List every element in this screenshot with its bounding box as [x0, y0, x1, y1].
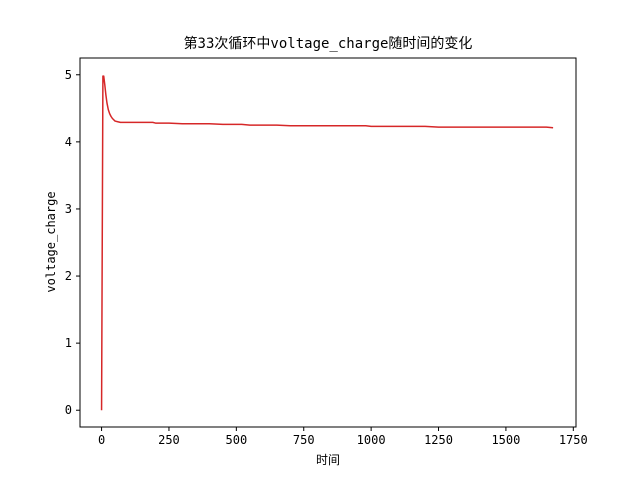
x-tick-label: 750: [293, 433, 315, 447]
y-tick-label: 5: [65, 68, 72, 82]
y-tick-label: 3: [65, 202, 72, 216]
x-tick-label: 0: [98, 433, 105, 447]
x-tick-label: 1250: [424, 433, 453, 447]
x-tick-label: 500: [226, 433, 248, 447]
y-tick-label: 4: [65, 135, 72, 149]
x-tick-label: 1500: [491, 433, 520, 447]
y-tick-label: 0: [65, 403, 72, 417]
series-line-0: [100, 75, 554, 411]
x-axis-ticks: 0 250 500 750 1000 1250 1500 1750: [98, 427, 588, 447]
y-axis-ticks: 0 1 2 3 4 5: [65, 68, 80, 417]
y-tick-label: 2: [65, 269, 72, 283]
chart-title: 第33次循环中voltage_charge随时间的变化: [184, 35, 473, 52]
y-tick-label: 1: [65, 336, 72, 350]
y-axis-label: voltage_charge: [44, 191, 58, 292]
x-tick-label: 1000: [357, 433, 386, 447]
axes-frame: [79, 57, 577, 428]
x-tick-label: 250: [158, 433, 180, 447]
x-axis-label: 时间: [316, 453, 340, 467]
x-tick-label: 1750: [559, 433, 588, 447]
plot-area: [100, 75, 554, 411]
